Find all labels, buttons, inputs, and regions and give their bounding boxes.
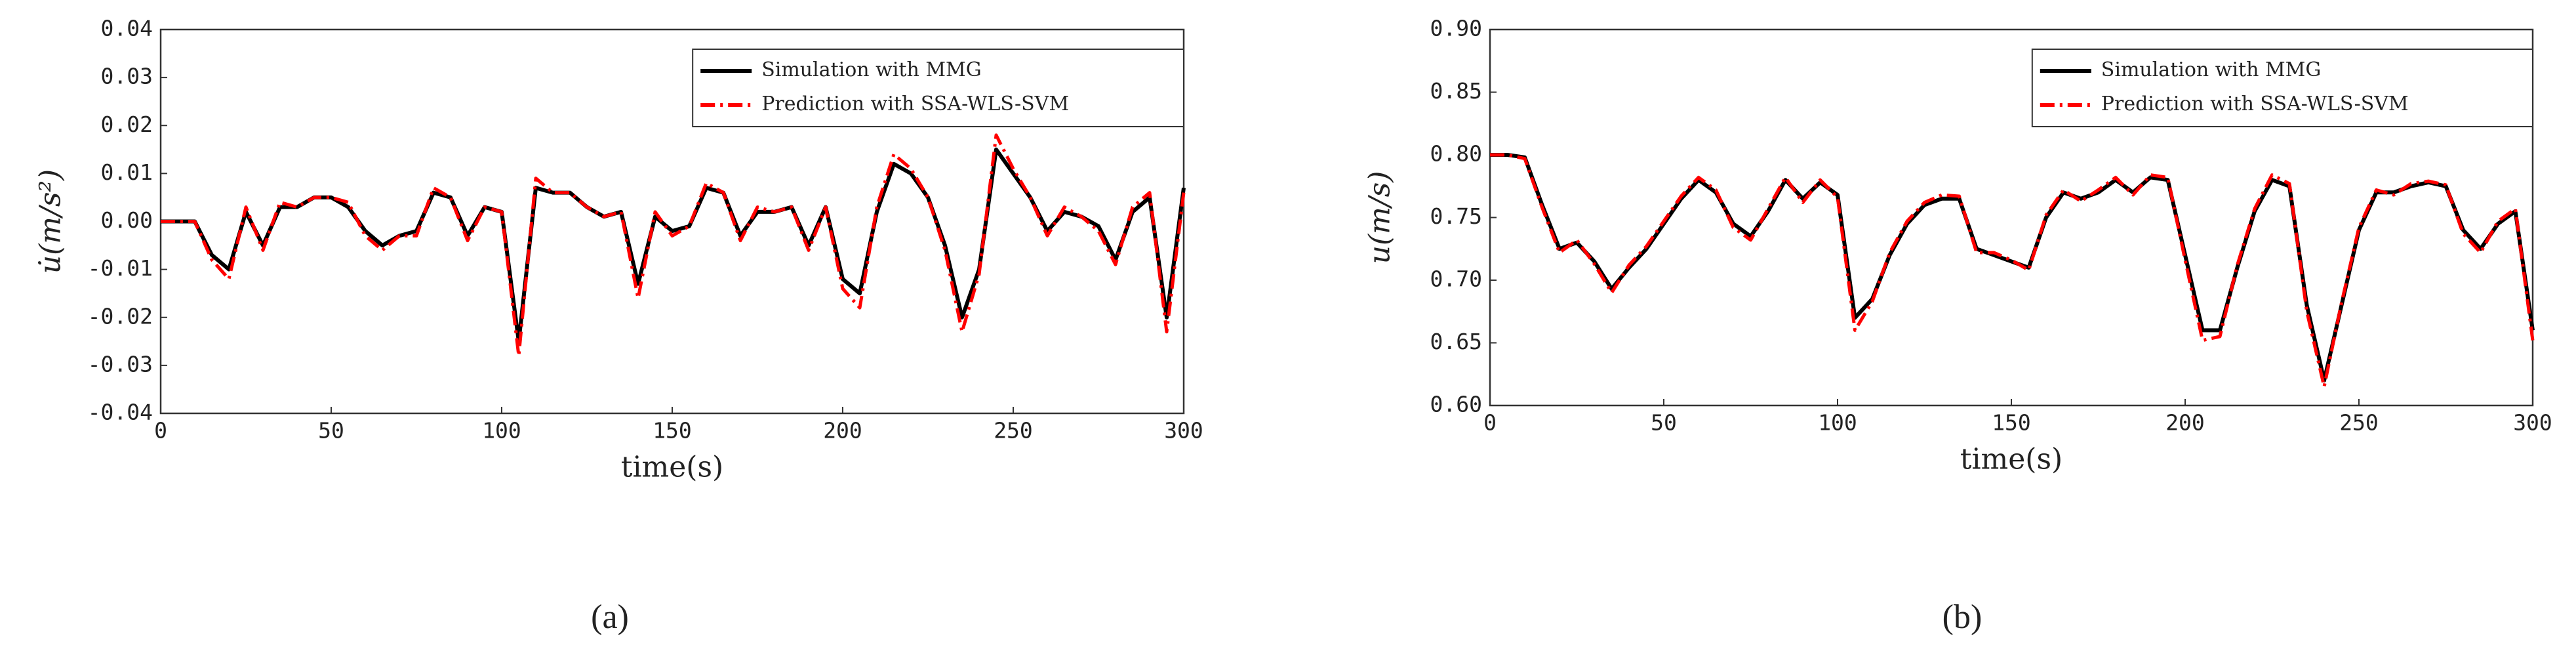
y-tick-label: -0.01 (88, 255, 153, 281)
data-line (161, 133, 1186, 358)
y-tick-label: 0.65 (1430, 329, 1482, 354)
y-tick-label: 0.04 (101, 16, 153, 41)
plot-frame (1489, 28, 2534, 407)
x-tick-label: 50 (318, 418, 344, 444)
y-tick-label: -0.04 (88, 400, 153, 425)
y-tick-label: 0.02 (101, 112, 153, 137)
x-tick-label: 150 (653, 418, 692, 444)
y-tick-label: -0.02 (88, 303, 153, 329)
y-tick-label: 0.70 (1430, 266, 1482, 292)
y-tick-label: 0.03 (101, 64, 153, 89)
legend-label: Simulation with MMG (2101, 58, 2322, 81)
y-tick-label: 0.80 (1430, 141, 1482, 167)
x-tick-label: 250 (994, 418, 1033, 444)
x-axis-title: time(s) (1960, 443, 2063, 476)
y-tick-label: 0.90 (1430, 16, 1482, 41)
legend-label: Prediction with SSA-WLS-SVM (2101, 93, 2409, 115)
legend: Simulation with MMG Prediction with SSA-W… (692, 49, 1184, 127)
x-tick-label: 200 (823, 418, 862, 444)
data-line (1490, 153, 2535, 388)
caption: (a) (591, 598, 629, 636)
x-tick-label: 150 (1992, 410, 2031, 436)
y-tick-label: 0.85 (1430, 78, 1482, 104)
legend-label: Simulation with MMG (761, 58, 982, 81)
y-tick-label: 0.75 (1430, 203, 1482, 229)
x-tick-label: 100 (482, 418, 521, 444)
y-tick-label: 0.60 (1430, 392, 1482, 417)
x-tick-label: 0 (154, 418, 167, 444)
x-tick-label: 50 (1651, 410, 1677, 436)
y-tick-label: -0.03 (88, 351, 153, 377)
x-tick-label: 200 (2165, 410, 2205, 436)
data-line (161, 147, 1186, 344)
y-axis-title: u(m/s) (1363, 171, 1397, 264)
y-tick-label: 0.00 (101, 207, 153, 233)
caption: (b) (1942, 598, 1982, 636)
legend-box (692, 49, 1184, 127)
x-tick-label: 100 (1818, 410, 1857, 436)
y-tick-label: 0.01 (101, 159, 153, 185)
x-axis-title: time(s) (621, 451, 723, 484)
x-tick-label: 300 (2513, 410, 2552, 436)
legend: Simulation with MMG Prediction with SSA-W… (2031, 49, 2534, 127)
x-tick-label: 250 (2339, 410, 2379, 436)
legend-box (2031, 49, 2534, 127)
x-tick-label: 0 (1483, 410, 1497, 436)
y-axis-title: u̇(m/s²) (34, 169, 68, 274)
legend-label: Prediction with SSA-WLS-SVM (761, 93, 1069, 115)
x-tick-label: 300 (1164, 418, 1203, 444)
